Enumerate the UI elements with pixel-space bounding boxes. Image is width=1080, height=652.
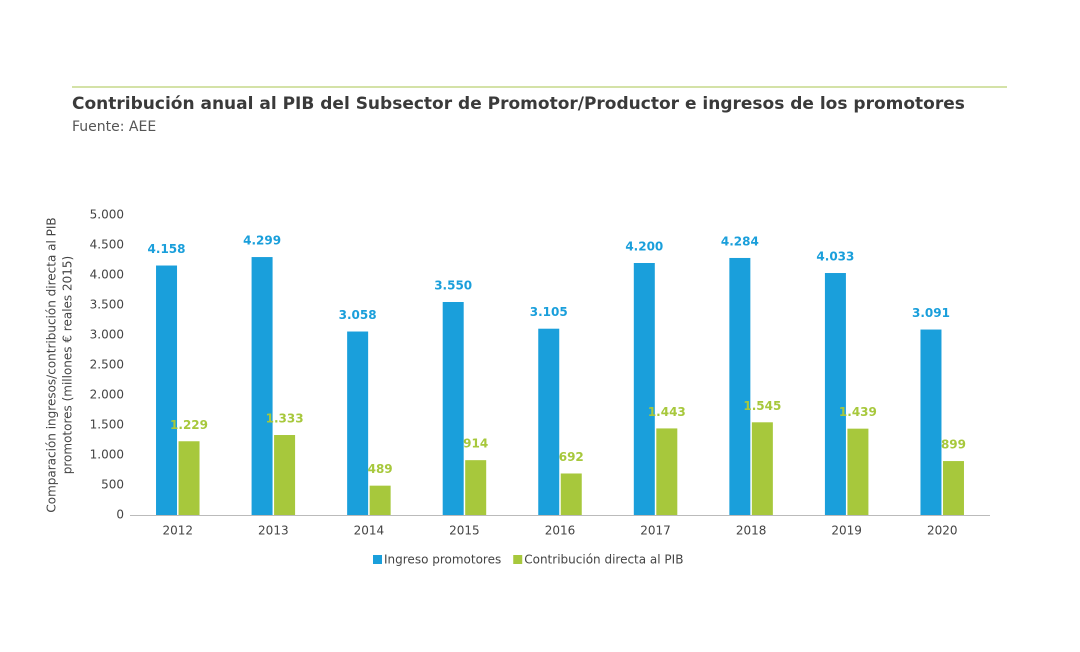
x-tick-label: 2014 (354, 524, 385, 538)
bar (178, 441, 200, 515)
value-label: 1.545 (743, 399, 781, 413)
value-label: 899 (941, 438, 966, 452)
bar (729, 257, 751, 515)
value-label: 4.158 (148, 242, 186, 256)
y-tick-label: 0 (116, 508, 124, 522)
x-tick-label: 2016 (545, 524, 576, 538)
bar (442, 302, 464, 515)
value-label: 4.033 (816, 250, 854, 264)
x-tick-label: 2015 (449, 524, 480, 538)
value-label: 914 (463, 437, 488, 451)
y-tick-label: 2.500 (90, 358, 124, 372)
x-tick-label: 2013 (258, 524, 289, 538)
x-tick-label: 2020 (927, 524, 958, 538)
x-tick-label: 2012 (163, 524, 194, 538)
bar (633, 263, 655, 515)
bar (347, 331, 369, 515)
value-label: 3.058 (339, 308, 377, 322)
bar (656, 428, 678, 515)
legend-swatch (373, 555, 382, 564)
y-axis-label: Comparación ingresos/contribución direct… (45, 217, 75, 512)
value-label: 1.333 (266, 412, 304, 426)
y-axis-label-line: promotores (millones € reales 2015) (61, 256, 75, 474)
y-tick-label: 1.500 (90, 418, 124, 432)
value-label: 3.105 (530, 305, 568, 319)
bar (538, 328, 560, 515)
legend-label: Ingreso promotores (384, 553, 501, 567)
value-label: 4.284 (721, 234, 759, 248)
bar (274, 435, 296, 515)
x-tick-label: 2018 (736, 524, 767, 538)
chart-title: Contribución anual al PIB del Subsector … (72, 94, 965, 114)
y-tick-label: 2.000 (90, 388, 124, 402)
bar (465, 460, 487, 515)
y-tick-label: 1.000 (90, 448, 124, 462)
y-tick-label: 4.500 (90, 238, 124, 252)
bar (251, 257, 273, 515)
value-label: 1.229 (170, 418, 208, 432)
value-label: 1.443 (648, 405, 686, 419)
legend-swatch (513, 555, 523, 564)
y-tick-label: 500 (101, 478, 124, 492)
bar (751, 422, 773, 515)
bar (560, 473, 582, 515)
bar (156, 265, 178, 515)
value-label: 3.091 (912, 306, 950, 320)
value-label: 4.299 (243, 234, 281, 248)
value-label: 4.200 (625, 240, 663, 254)
y-tick-label: 4.000 (90, 268, 124, 282)
bar (942, 461, 964, 515)
bar (920, 329, 942, 515)
value-label: 489 (368, 462, 393, 476)
y-axis-label-line: Comparación ingresos/contribución direct… (45, 217, 59, 512)
y-tick-label: 3.000 (90, 328, 124, 342)
legend-label: Contribución directa al PIB (524, 553, 683, 567)
chart-subtitle: Fuente: AEE (72, 119, 156, 135)
x-tick-label: 2017 (640, 524, 671, 538)
y-tick-label: 3.500 (90, 298, 124, 312)
value-label: 1.439 (839, 405, 877, 419)
value-label: 692 (559, 450, 584, 464)
x-tick-label: 2019 (831, 524, 862, 538)
bar (847, 428, 869, 515)
bar (369, 485, 391, 515)
y-tick-label: 5.000 (90, 208, 124, 222)
bar (824, 273, 846, 515)
value-label: 3.550 (434, 279, 472, 293)
